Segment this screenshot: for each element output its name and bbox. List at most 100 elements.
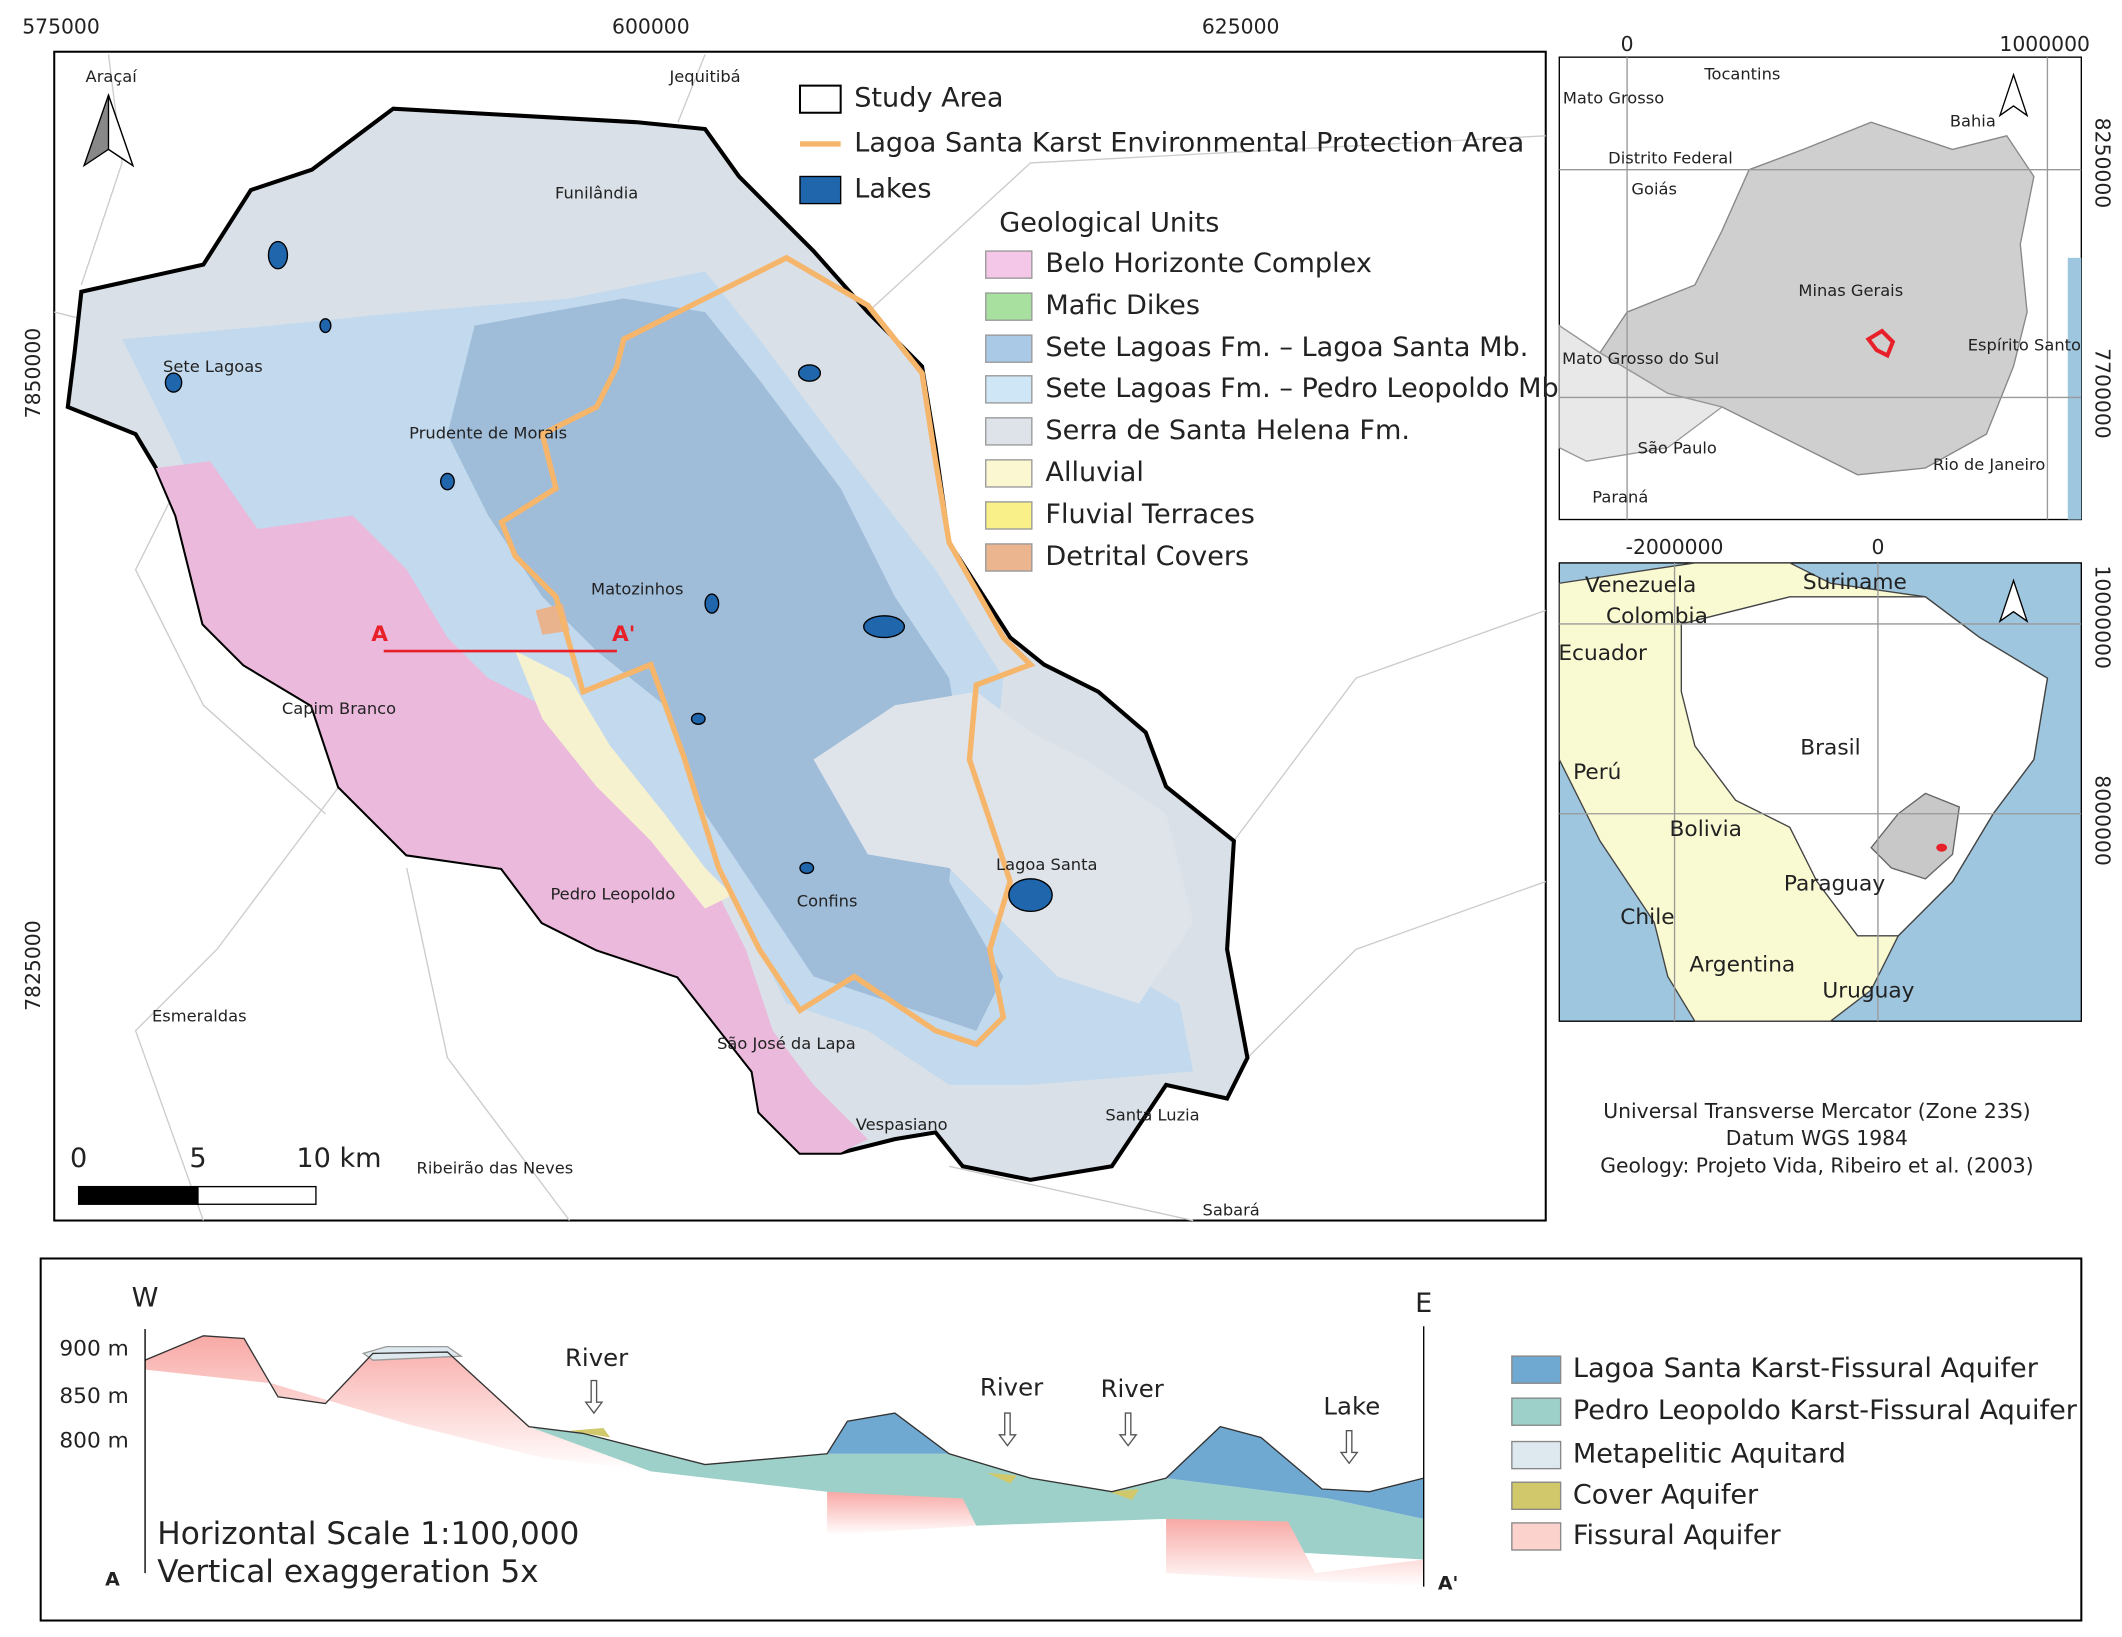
y-label: 8000000 (2091, 775, 2115, 866)
scale-label: 10 km (296, 1143, 381, 1174)
legend-label: Lagoa Santa Karst Environmental Protecti… (854, 127, 1524, 158)
place-label: Funilândia (555, 184, 638, 203)
country-label: Venezuela (1585, 573, 1696, 598)
feature-label: River (1101, 1374, 1165, 1403)
state-shape (1599, 121, 2035, 476)
country-label: Colombia (1606, 604, 1708, 629)
place-label: Mato Grosso (1563, 89, 1664, 108)
scale-bar (197, 1185, 317, 1205)
neighbor-shape (1558, 324, 1724, 462)
country-label: Perú (1573, 760, 1621, 785)
credit-line: Datum WGS 1984 (1726, 1126, 1908, 1150)
credit-line: Geology: Projeto Vida, Ribeiro et al. (2… (1600, 1153, 2033, 1177)
state-shape (1870, 792, 1961, 880)
place-label: Esmeraldas (152, 1007, 247, 1026)
place-label: Espírito Santo (1968, 335, 2081, 354)
cross-section: W E 900 m 850 m 800 m River River River … (39, 1257, 2083, 1622)
place-label: Araçaí (86, 67, 138, 86)
north-arrow (1998, 578, 2029, 623)
y-label: 7825000 (21, 920, 45, 1011)
feature-label: River (980, 1373, 1044, 1402)
place-label: São Paulo (1638, 439, 1717, 458)
legend-title: Geological Units (999, 207, 1219, 238)
legend-label: Metapelitic Aquitard (1573, 1439, 1846, 1470)
country-label: Chile (1620, 905, 1674, 930)
x-label: 0 (1871, 535, 1884, 559)
country-label: Uruguay (1822, 978, 1914, 1003)
elevation-label: 900 m (59, 1336, 128, 1361)
x-label: -2000000 (1626, 535, 1724, 559)
legend-label: Mafic Dikes (1045, 290, 1200, 321)
place-label: Jequitibá (668, 67, 740, 86)
lakes (164, 240, 1053, 913)
legend-label: Detrital Covers (1045, 541, 1249, 572)
country-label: Paraguay (1784, 871, 1885, 896)
serra-santa-helena-unit (813, 691, 1194, 1004)
x-label: 1000000 (1999, 32, 2090, 56)
place-label: Tocantins (1703, 64, 1780, 83)
section-label: A' (612, 622, 635, 647)
scale-label: 5 (189, 1143, 206, 1174)
north-arrow-half (107, 94, 135, 168)
north-arrow (1998, 72, 2029, 118)
place-label: Minas Gerais (1798, 281, 1903, 300)
place-label: Prudente de Morais (409, 424, 567, 443)
scale-label: 0 (70, 1143, 87, 1174)
scale-bar (77, 1185, 199, 1205)
inset-state: 0 1000000 8250000 7700000 Tocantins Mato… (1558, 32, 2115, 521)
topographic-profile (144, 1335, 1424, 1493)
lagoa-santa-aquifer (1166, 1426, 1424, 1519)
cover-aquifer (987, 1472, 1017, 1484)
place-label: Ribeirão das Neves (417, 1159, 574, 1178)
place-label: Bahia (1950, 112, 1996, 131)
y-label: 7700000 (2091, 348, 2115, 439)
section-end-label: A' (1438, 1572, 1459, 1594)
legend-label: Lagoa Santa Karst-Fissural Aquifer (1573, 1353, 2039, 1384)
feature-label: River (565, 1343, 629, 1372)
legend-label: Belo Horizonte Complex (1045, 248, 1372, 279)
brazil-shape (1680, 596, 2049, 937)
country-label: Ecuador (1558, 641, 1647, 666)
alluvial-unit (515, 651, 733, 909)
place-label: Vespasiano (856, 1115, 948, 1134)
place-label: Rio de Janeiro (1933, 455, 2045, 474)
place-label: Lagoa Santa (996, 855, 1097, 874)
fissural-aquifer (827, 1491, 977, 1536)
place-label: Capim Branco (282, 699, 396, 718)
legend-label: Lakes (854, 174, 931, 205)
legend-label: Pedro Leopoldo Karst-Fissural Aquifer (1573, 1395, 2078, 1426)
legend-label: Alluvial (1045, 457, 1144, 488)
country-label: Suriname (1803, 570, 1907, 595)
country-label: Bolivia (1670, 817, 1742, 842)
graticule (1559, 57, 2082, 520)
place-label: Matozinhos (591, 580, 683, 599)
place-label: Sete Lagoas (163, 357, 263, 376)
section-frame (39, 1257, 2083, 1622)
x-label: 575000 (22, 14, 100, 38)
place-label: Distrito Federal (1608, 148, 1733, 167)
geology-legend (985, 250, 1033, 572)
section-legend (1511, 1355, 1562, 1551)
country-label: Argentina (1689, 953, 1795, 978)
x-label: 0 (1621, 32, 1634, 56)
section-label: A (371, 622, 388, 647)
place-label: Paraná (1592, 487, 1648, 506)
study-location (1936, 843, 1948, 852)
fissural-aquifer (145, 1335, 651, 1472)
elevation-label: 850 m (59, 1384, 128, 1409)
inset-continent: -2000000 0 10000000 8000000 Venezuela Su… (1558, 535, 2115, 1022)
lagoa-santa-aquifer (827, 1413, 950, 1454)
y-label: 10000000 (2091, 565, 2115, 668)
y-label: 7850000 (21, 328, 45, 419)
graticule (1559, 562, 2082, 1022)
direction-label: W (132, 1283, 159, 1314)
legend-label: Study Area (854, 83, 1003, 114)
legend-label: Fissural Aquifer (1573, 1520, 1782, 1551)
legend-label: Sete Lagoas Fm. – Pedro Leopoldo Mb. (1045, 373, 1567, 404)
legend-swatch (798, 84, 842, 114)
belo-horizonte-unit (155, 461, 868, 1153)
elevation-label: 800 m (59, 1429, 128, 1454)
metapelitic-aquitard (361, 1345, 464, 1361)
place-label: Sabará (1203, 1201, 1260, 1220)
